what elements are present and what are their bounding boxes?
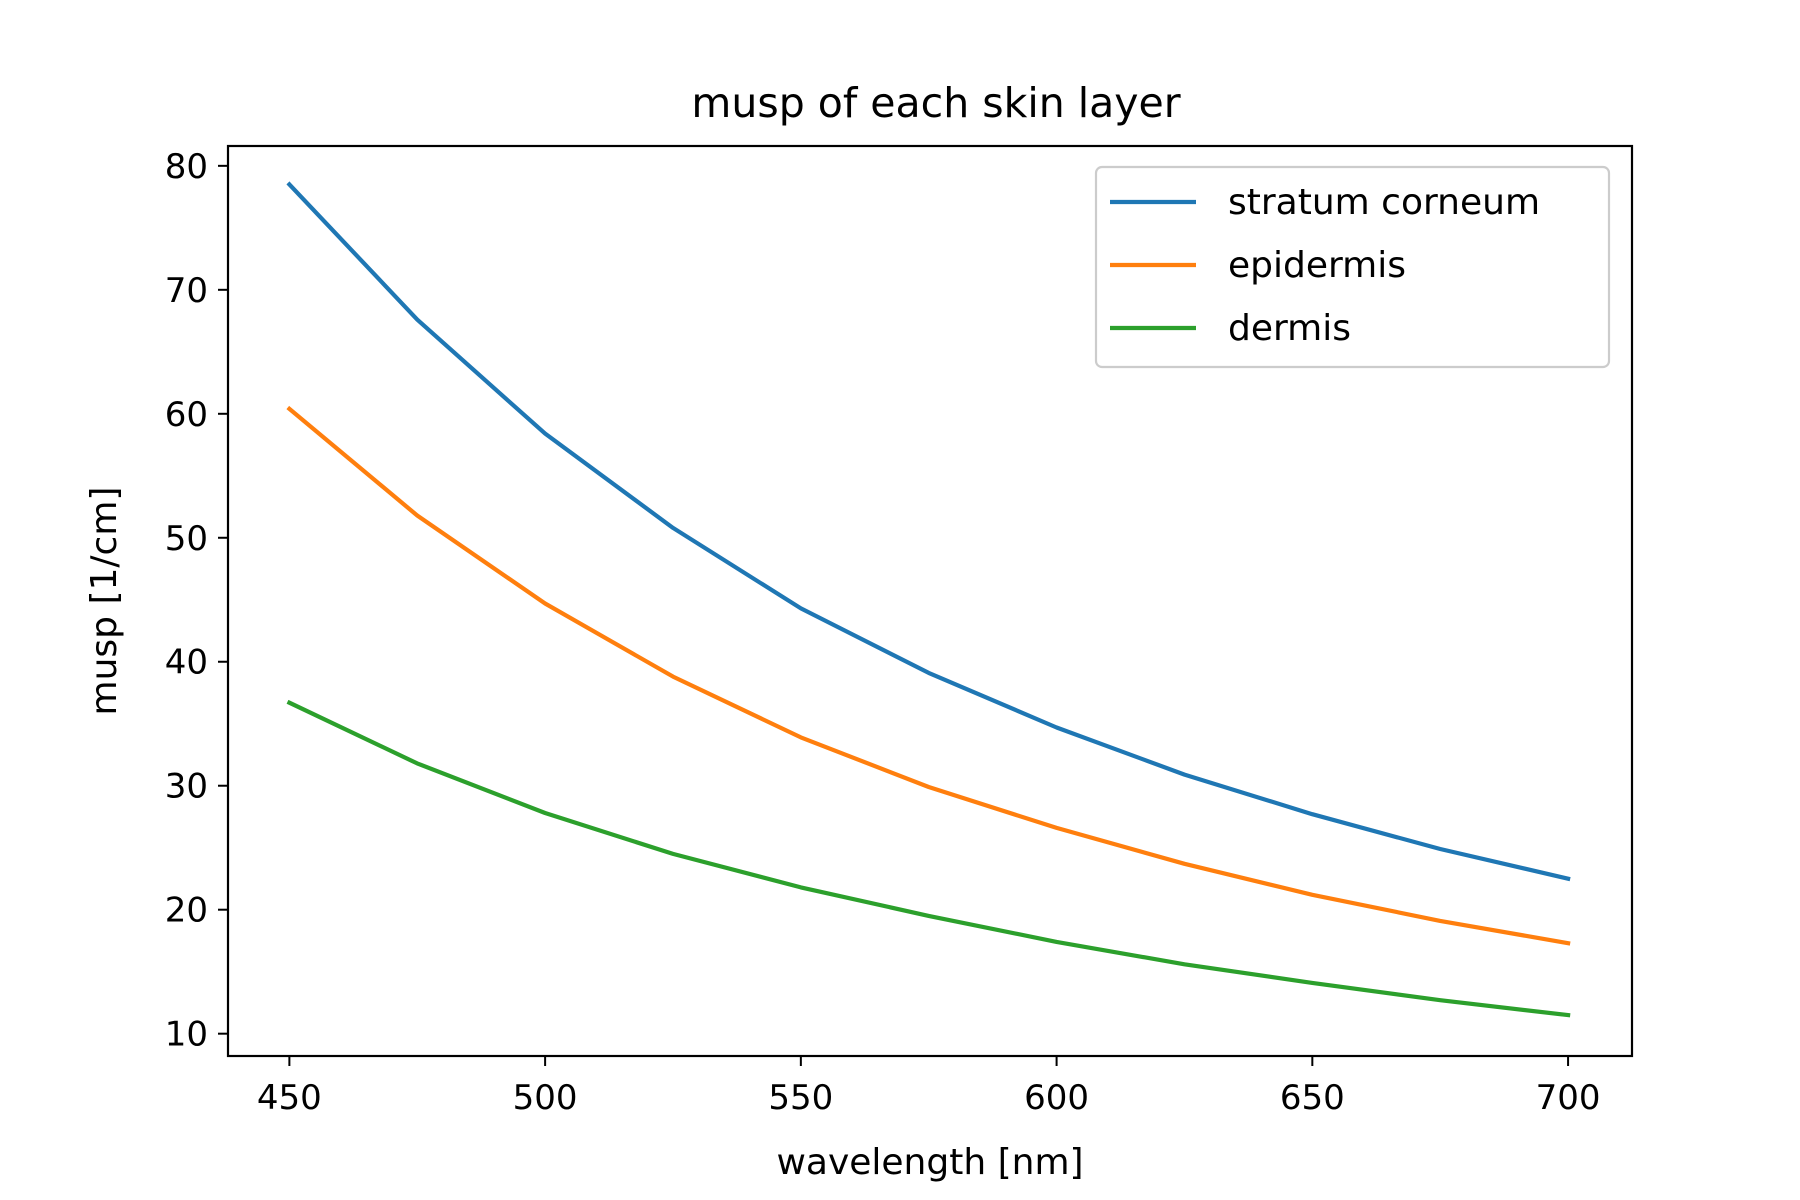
y-axis-label: musp [1/cm] xyxy=(84,487,125,716)
legend-label-dermis: dermis xyxy=(1228,308,1351,349)
series-line-dermis xyxy=(286,699,1571,1018)
legend-items: stratum corneum epidermis dermis xyxy=(1110,182,1540,349)
y-tick-label: 10 xyxy=(165,1015,208,1055)
y-tick-label: 40 xyxy=(165,643,208,683)
x-tick-label: 650 xyxy=(1280,1078,1345,1118)
x-axis-label: wavelength [nm] xyxy=(776,1142,1083,1183)
legend-box xyxy=(1094,165,1611,369)
legend: stratum corneum epidermis dermis xyxy=(1094,165,1611,369)
x-tick-label: 550 xyxy=(768,1078,833,1118)
x-axis: 450 500 550 600 650 700 xyxy=(257,1056,1601,1118)
y-tick-label: 60 xyxy=(165,395,208,435)
x-tick-label: 500 xyxy=(513,1078,578,1118)
y-tick-label: 50 xyxy=(165,519,208,559)
x-tick-label: 700 xyxy=(1536,1078,1601,1118)
legend-label-epidermis: epidermis xyxy=(1228,245,1406,286)
chart-title: musp of each skin layer xyxy=(691,79,1180,127)
x-tick-label: 450 xyxy=(257,1078,322,1118)
y-tick-label: 80 xyxy=(165,147,208,187)
series-line-stratum-corneum xyxy=(286,181,1571,882)
x-tick-label: 600 xyxy=(1024,1078,1089,1118)
y-axis: 10 20 30 40 50 60 70 80 xyxy=(165,147,228,1055)
y-tick-label: 20 xyxy=(165,891,208,931)
legend-label-stratum-corneum: stratum corneum xyxy=(1228,182,1540,223)
y-tick-label: 70 xyxy=(165,271,208,311)
series-layer xyxy=(286,181,1571,1018)
series-line-epidermis xyxy=(286,405,1571,946)
y-tick-label: 30 xyxy=(165,767,208,807)
